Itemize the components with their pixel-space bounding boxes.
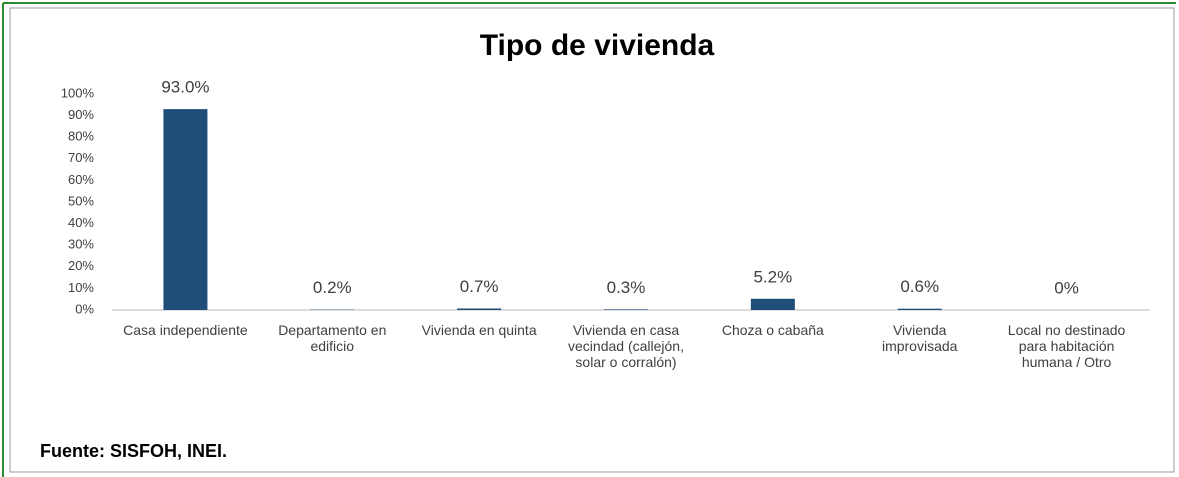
bar <box>604 309 648 310</box>
value-label: 93.0% <box>161 78 209 97</box>
y-tick-label: 60% <box>68 172 94 187</box>
y-tick-label: 10% <box>68 280 94 295</box>
x-tick-label: Vivienda improvisada <box>881 322 958 354</box>
chart-border <box>9 7 1175 473</box>
bar <box>897 308 942 310</box>
bar <box>750 298 795 310</box>
y-tick-label: 0% <box>75 301 94 316</box>
x-tick-label: Vivienda en quinta <box>421 322 537 338</box>
source: Fuente: SISFOH, INEI. <box>40 441 227 461</box>
value-label: 5.2% <box>753 267 792 286</box>
y-tick-label: 50% <box>68 193 94 208</box>
x-tick-label: Departamento en edificio <box>278 322 387 354</box>
value-label: 0.3% <box>607 278 646 297</box>
y-tick-label: 30% <box>68 237 94 252</box>
value-label: 0% <box>1054 278 1079 297</box>
value-label: 0.6% <box>900 277 939 296</box>
value-label: 0.7% <box>460 277 499 296</box>
x-tick-label: Casa independiente <box>123 322 248 338</box>
bar <box>163 109 208 311</box>
y-tick-label: 40% <box>68 215 94 230</box>
x-tick-label: Vivienda en casa vecindad (callejón, sol… <box>568 322 684 370</box>
y-tick-label: 20% <box>68 258 94 273</box>
chart-title: Tipo de vivienda <box>480 29 715 62</box>
x-tick-label: Choza o cabaña <box>721 322 824 338</box>
y-tick-label: 80% <box>68 129 94 144</box>
y-tick-label: 100% <box>61 85 95 100</box>
y-tick-label: 70% <box>68 150 94 165</box>
value-label: 0.2% <box>313 278 352 297</box>
x-tick-label: Local no destinado para habitación human… <box>1007 322 1126 370</box>
bar <box>457 308 502 310</box>
y-tick-label: 90% <box>68 107 94 122</box>
